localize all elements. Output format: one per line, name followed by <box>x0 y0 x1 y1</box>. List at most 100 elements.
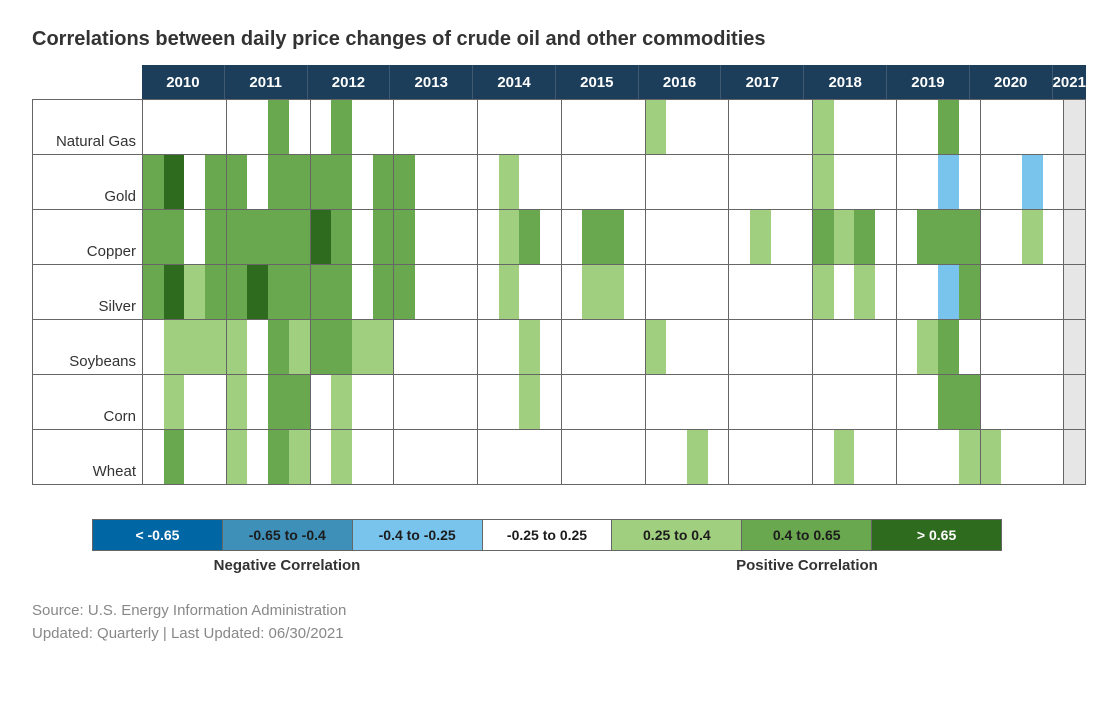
row-label: Gold <box>33 155 143 210</box>
quarter-cell <box>791 320 812 374</box>
quarter-cell <box>519 430 540 484</box>
quarter-cell <box>456 375 477 429</box>
quarter-cell <box>456 155 477 209</box>
year-block <box>394 155 478 210</box>
quarter-cell <box>540 155 561 209</box>
quarter-cell <box>771 155 792 209</box>
quarter-cell <box>729 155 750 209</box>
year-block <box>813 100 897 155</box>
quarter-cell <box>436 375 457 429</box>
quarter-cell <box>499 430 520 484</box>
quarter-cell <box>415 375 436 429</box>
year-block <box>646 210 730 265</box>
quarter-cell <box>247 430 268 484</box>
quarter-cell <box>331 155 352 209</box>
quarter-cell <box>352 320 373 374</box>
quarter-cell <box>499 155 520 209</box>
quarter-cell <box>666 100 687 154</box>
quarter-cell <box>603 320 624 374</box>
legend-positive-label: Positive Correlation <box>612 557 1002 574</box>
quarter-cell <box>143 430 164 484</box>
quarter-cell <box>1043 375 1064 429</box>
quarter-cell <box>624 265 645 319</box>
quarter-cell <box>834 265 855 319</box>
chart-footer: Source: U.S. Energy Information Administ… <box>32 600 1086 645</box>
quarter-cell <box>729 265 750 319</box>
quarter-cell <box>834 155 855 209</box>
quarter-cell <box>436 265 457 319</box>
quarter-cell <box>562 320 583 374</box>
quarter-cell <box>478 430 499 484</box>
quarter-cell <box>184 320 205 374</box>
quarter-cell <box>1022 100 1043 154</box>
quarter-cell <box>415 100 436 154</box>
year-block <box>729 210 813 265</box>
quarter-cell <box>708 265 729 319</box>
heatmap-row: Natural Gas <box>33 100 1086 155</box>
year-block <box>143 210 227 265</box>
quarter-cell <box>1064 100 1085 154</box>
year-block <box>729 155 813 210</box>
quarter-cell <box>646 265 667 319</box>
quarter-cell <box>834 375 855 429</box>
quarter-cell <box>540 375 561 429</box>
quarter-cell <box>582 155 603 209</box>
year-block <box>227 210 311 265</box>
heatmap-row: Wheat <box>33 430 1086 485</box>
quarter-cell <box>791 155 812 209</box>
quarter-cell <box>1001 430 1022 484</box>
quarter-cell <box>247 210 268 264</box>
quarter-cell <box>624 320 645 374</box>
quarter-cell <box>624 100 645 154</box>
quarter-cell <box>247 155 268 209</box>
year-block <box>646 320 730 375</box>
quarter-cell <box>499 375 520 429</box>
quarter-cell <box>1022 320 1043 374</box>
quarter-cell <box>854 375 875 429</box>
year-header: 2014 <box>473 65 556 99</box>
quarter-cell <box>289 430 310 484</box>
year-block <box>227 375 311 430</box>
quarter-cell <box>478 375 499 429</box>
quarter-cell <box>268 100 289 154</box>
legend-bar: < -0.65-0.65 to -0.4-0.4 to -0.25-0.25 t… <box>92 519 1002 551</box>
quarter-cell <box>791 265 812 319</box>
quarter-cell <box>289 375 310 429</box>
year-block <box>729 100 813 155</box>
quarter-cell <box>562 430 583 484</box>
quarter-cell <box>394 265 415 319</box>
quarter-cell <box>708 155 729 209</box>
year-block <box>478 375 562 430</box>
quarter-cell <box>917 100 938 154</box>
quarter-cell <box>415 265 436 319</box>
year-block <box>227 265 311 320</box>
quarter-cell <box>268 430 289 484</box>
quarter-cell <box>143 155 164 209</box>
year-block <box>729 265 813 320</box>
quarter-cell <box>415 320 436 374</box>
year-header: 2016 <box>639 65 722 99</box>
quarter-cell <box>164 375 185 429</box>
quarter-cell <box>1001 375 1022 429</box>
year-block <box>562 265 646 320</box>
quarter-cell <box>247 320 268 374</box>
quarter-cell <box>499 320 520 374</box>
year-block <box>394 265 478 320</box>
year-block <box>562 375 646 430</box>
quarter-cell <box>582 265 603 319</box>
year-block <box>394 210 478 265</box>
quarter-cell <box>959 210 980 264</box>
quarter-cell <box>373 210 394 264</box>
quarter-cell <box>959 265 980 319</box>
quarter-cell <box>143 320 164 374</box>
quarter-cell <box>519 210 540 264</box>
year-block <box>981 210 1065 265</box>
quarter-cell <box>875 210 896 264</box>
quarter-cell <box>771 100 792 154</box>
year-block <box>143 100 227 155</box>
year-block <box>897 100 981 155</box>
quarter-cell <box>143 210 164 264</box>
year-block <box>143 375 227 430</box>
quarter-cell <box>959 375 980 429</box>
quarter-cell <box>519 265 540 319</box>
